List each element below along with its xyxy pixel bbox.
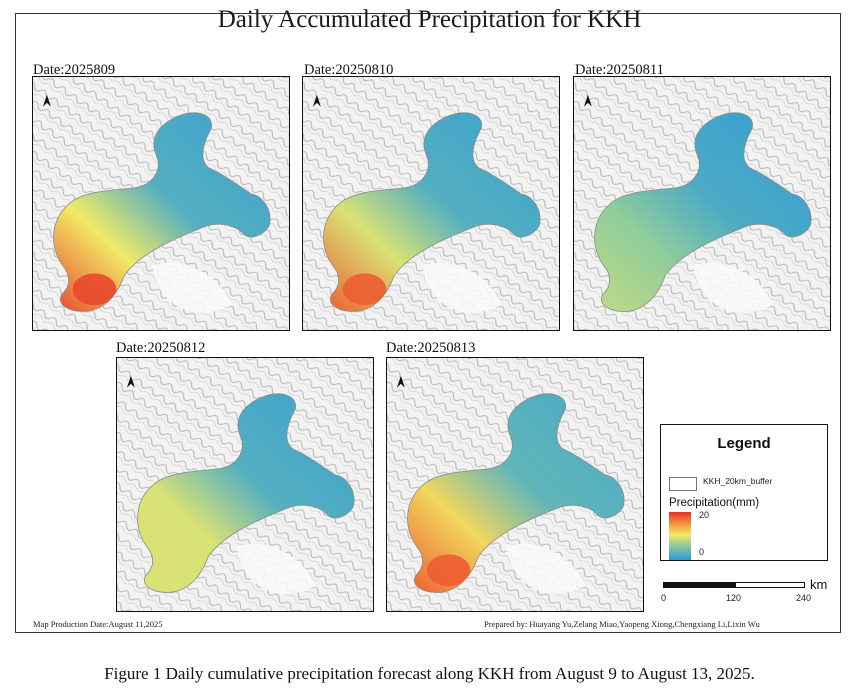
- scale-tick-120: 120: [726, 593, 741, 603]
- figure-caption: Figure 1 Daily cumulative precipitation …: [0, 664, 859, 684]
- ramp-min-label: 0: [699, 547, 704, 557]
- precip-map-3: [574, 77, 830, 330]
- scale-tick-240: 240: [796, 593, 811, 603]
- map-panel-1: [32, 76, 290, 331]
- panel-date-4: Date:20250812: [116, 340, 205, 357]
- legend-box: Legend KKH_20km_buffer Precipitation(mm)…: [660, 424, 828, 561]
- map-panel-5: [386, 357, 644, 612]
- precip-map-2: [303, 77, 559, 330]
- panel-date-5: Date:20250813: [386, 340, 475, 357]
- map-panel-2: [302, 76, 560, 331]
- buffer-label: KKH_20km_buffer: [703, 476, 772, 486]
- buffer-swatch: [669, 477, 697, 491]
- ramp-max-label: 20: [699, 510, 709, 520]
- scale-bar-white-segment: [735, 582, 805, 588]
- precip-color-ramp: [669, 512, 691, 560]
- production-date: Map Production Date:August 11,2025: [33, 619, 163, 629]
- map-title: Daily Accumulated Precipitation for KKH: [0, 6, 859, 34]
- legend-title: Legend: [661, 435, 827, 452]
- scale-tick-0: 0: [661, 593, 666, 603]
- map-panel-3: [573, 76, 831, 331]
- scale-bar: km 0 120 240: [660, 582, 812, 602]
- map-panel-4: [116, 357, 374, 612]
- precip-legend-title: Precipitation(mm): [669, 497, 759, 509]
- prepared-by: Prepared by: Huayang Yu,Zelang Miao,Yaop…: [484, 619, 760, 629]
- scale-bar-unit: km: [810, 577, 827, 592]
- precip-map-1: [33, 77, 289, 330]
- precip-map-4: [117, 358, 373, 611]
- precip-map-5: [387, 358, 643, 611]
- scale-bar-black-segment: [663, 582, 735, 588]
